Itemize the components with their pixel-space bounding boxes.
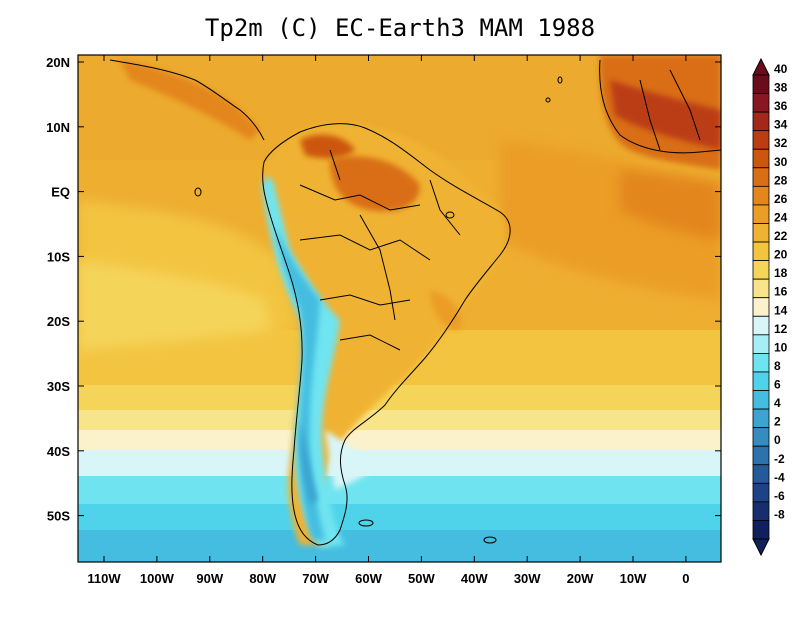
colorbar-swatch <box>752 223 770 243</box>
colorbar-swatch <box>752 390 770 410</box>
lat-label: 10S <box>47 249 70 264</box>
colorbar-swatch <box>752 204 770 224</box>
colorbar-label: 10 <box>774 340 788 354</box>
colorbar-label: 0 <box>774 433 781 447</box>
colorbar-swatch <box>752 111 770 132</box>
lon-label: 110W <box>87 571 121 586</box>
islands <box>194 76 563 544</box>
lon-label: 90W <box>196 571 223 586</box>
colorbar-swatch <box>752 408 770 429</box>
map-title: Tp2m (C) EC-Earth3 MAM 1988 <box>204 14 596 42</box>
lon-label: 10W <box>620 571 647 586</box>
colorbar-label: 32 <box>774 136 788 150</box>
colorbar-label: 28 <box>774 173 788 187</box>
lon-label: 50W <box>408 571 435 586</box>
colorbar-swatch <box>752 334 770 354</box>
colorbar-label: 36 <box>774 99 788 113</box>
lon-label: 100W <box>140 571 175 586</box>
colorbar-swatch <box>752 93 770 113</box>
colorbar-label: 18 <box>774 266 788 280</box>
colorbar-label: -2 <box>774 452 785 466</box>
colorbar-swatch <box>752 297 770 317</box>
lat-label: 50S <box>47 509 70 524</box>
lat-label: EQ <box>51 185 70 200</box>
colorbar-label: 22 <box>774 229 788 243</box>
coastlines <box>109 59 721 546</box>
colorbar-swatch <box>752 482 770 503</box>
colorbar-label: 8 <box>774 359 781 373</box>
colorbar-min-arrow <box>752 538 770 557</box>
lat-label: 40S <box>47 444 70 459</box>
colorbar-label: 16 <box>774 285 788 299</box>
colorbar-swatch <box>752 130 770 150</box>
lat-label: 30S <box>47 379 70 394</box>
colorbar-swatch <box>752 352 770 373</box>
lon-label: 40W <box>461 571 488 586</box>
lon-label: 60W <box>355 571 382 586</box>
lon-label: 80W <box>249 571 276 586</box>
colorbar-swatch <box>752 315 770 336</box>
colorbar-label: 2 <box>774 415 781 429</box>
colorbar-swatch <box>752 260 770 280</box>
map-frame <box>77 54 722 563</box>
colorbar-swatch <box>752 74 770 94</box>
colorbar-swatch <box>752 501 770 521</box>
colorbar-label: 4 <box>774 396 781 410</box>
colorbar-label: 34 <box>774 118 788 132</box>
colorbar-label: -4 <box>774 470 785 484</box>
colorbar-label: 24 <box>774 210 788 224</box>
lon-label: 30W <box>514 571 541 586</box>
lon-label: 0 <box>682 571 689 586</box>
colorbar-swatch <box>752 148 770 169</box>
colorbar-swatch <box>752 241 770 261</box>
colorbar-label: 12 <box>774 322 788 336</box>
temperature-field <box>78 55 721 562</box>
colorbar-label: 14 <box>774 303 788 317</box>
lat-label: 20S <box>47 314 70 329</box>
lat-label: 20N <box>46 55 70 70</box>
colorbar-swatch <box>752 520 770 540</box>
colorbar-swatch <box>752 464 770 484</box>
colorbar-swatch <box>752 427 770 447</box>
latitude-axis: 20N 10N EQ 10S 20S 30S 40S 50S <box>46 55 721 524</box>
colorbar-label: -8 <box>774 507 785 521</box>
longitude-axis: 110W 100W 90W 80W 70W 60W 50W 40W 30W 20W 10W 0 <box>87 55 690 586</box>
colorbar-label: 6 <box>774 378 781 392</box>
colorbar-max-arrow <box>752 57 770 76</box>
colorbar-label: 20 <box>774 248 788 262</box>
colorbar-label: 40 <box>774 62 788 76</box>
colorbar-label: 26 <box>774 192 788 206</box>
lat-label: 10N <box>46 120 70 135</box>
colorbar: 4038363432302826242220181614121086420-2-… <box>752 57 788 557</box>
colorbar-label: -6 <box>774 489 785 503</box>
colorbar-swatch <box>752 167 770 187</box>
colorbar-swatch <box>752 278 770 299</box>
colorbar-swatch <box>752 445 770 466</box>
colorbar-swatch <box>752 371 770 391</box>
colorbar-label: 38 <box>774 81 788 95</box>
colorbar-label: 30 <box>774 155 788 169</box>
lon-label: 20W <box>567 571 594 586</box>
colorbar-swatch <box>752 185 770 206</box>
lon-label: 70W <box>302 571 329 586</box>
